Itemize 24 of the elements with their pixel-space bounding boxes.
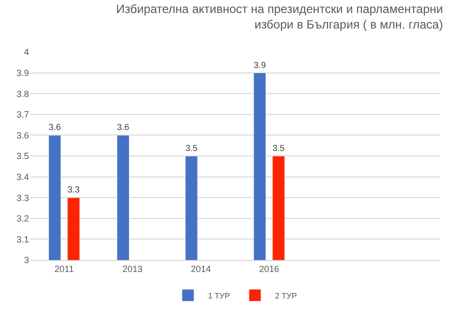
y-tick-label: 3.1 [16,234,29,244]
x-tick-label: 2014 [190,264,211,274]
y-tick-label: 3 [24,255,29,266]
y-tick-label: 3.7 [16,110,29,120]
x-tick-label: 2016 [259,264,280,274]
y-tick-label: 3.4 [16,172,29,182]
data-label: 3.6 [48,122,61,132]
legend-label: 2 ТУР [274,291,297,300]
data-label: 3.9 [254,60,266,70]
chart-title: Избирателна активност на президентски и парламентарни избори в България ( в млн. гласа) [116,2,443,32]
data-label: 3.6 [117,122,130,132]
data-label: 3.3 [67,184,80,195]
y-tick-label: 3.6 [16,130,29,140]
y-tick-label: 3.5 [16,151,29,162]
y-tick-label: 3.8 [16,88,29,99]
x-tick-label: 2011 [54,264,74,274]
y-tick-label: 4 [24,47,29,58]
y-tick-label: 3.3 [16,192,29,203]
x-tick-label: 2013 [122,264,143,274]
y-tick-label: 3.2 [16,214,29,224]
data-label: 3.5 [185,143,198,154]
data-label: 3.5 [272,143,285,154]
y-tick-label: 3.9 [16,68,29,78]
legend-label: 1 ТУР [208,291,230,300]
